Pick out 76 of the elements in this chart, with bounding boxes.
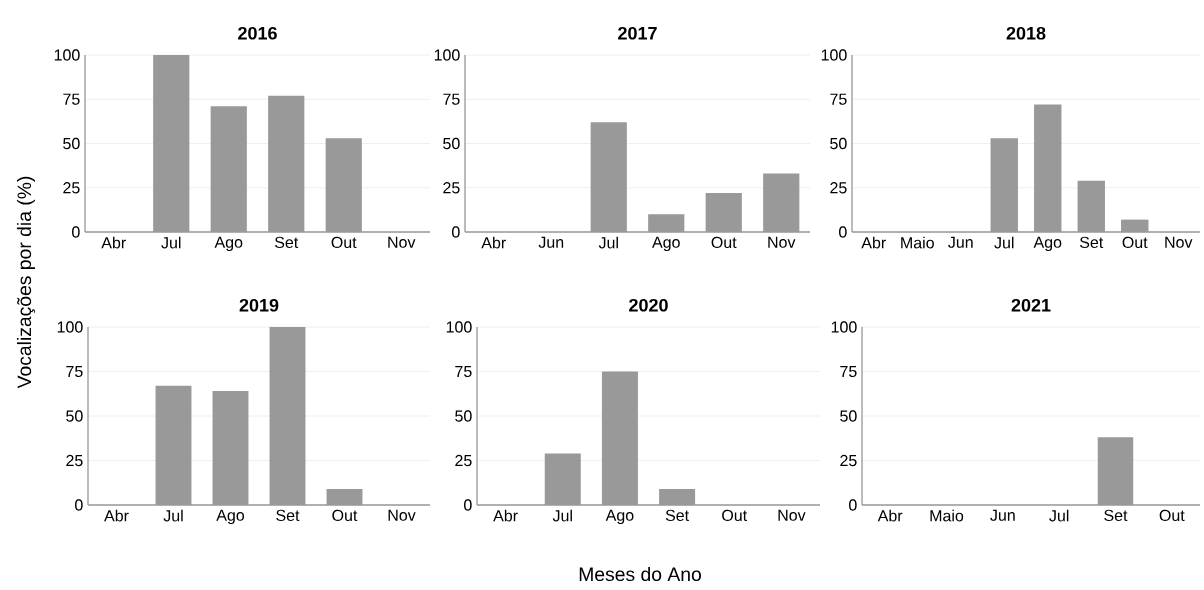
chart-title: 2019 (239, 298, 279, 312)
x-tick-label: Ago (214, 236, 243, 252)
x-axis-title: Meses do Ano (579, 566, 701, 582)
x-tick-label: Abr (101, 236, 126, 249)
y-tick-label: 75 (830, 93, 847, 105)
y-tick-label: 100 (446, 321, 472, 333)
y-tick-label: 50 (830, 137, 847, 150)
y-tick-label: 75 (840, 365, 857, 378)
x-tick-label: Abr (481, 236, 506, 249)
y-tick-label: 50 (455, 410, 472, 422)
x-tick-label: Out (1159, 509, 1185, 522)
y-tick-label: 100 (434, 49, 460, 61)
x-tick-label: Set (1104, 509, 1128, 522)
chart-title: 2017 (618, 26, 657, 40)
x-tick-label: Set (274, 236, 299, 249)
y-tick-label: 25 (443, 182, 460, 194)
chart-title: 2018 (1006, 26, 1046, 40)
y-tick-label: 75 (443, 93, 460, 105)
y-tick-label: 100 (57, 321, 83, 333)
y-tick-label: 25 (830, 182, 847, 194)
y-tick-label: 50 (840, 410, 857, 422)
y-tick-label: 0 (464, 499, 472, 511)
x-tick-label: Set (1079, 236, 1104, 249)
y-tick-label: 75 (455, 365, 472, 378)
x-tick-label: Ago (1033, 236, 1062, 252)
x-tick-label: Jul (161, 236, 181, 249)
x-tick-label: Nov (388, 509, 416, 521)
x-tick-label: Out (722, 509, 748, 522)
y-tick-label: 75 (66, 365, 83, 378)
x-tick-label: Jul (552, 509, 572, 522)
x-tick-label: Jun (538, 236, 564, 248)
x-tick-label: Abr (493, 509, 518, 522)
y-tick-label: 0 (452, 226, 460, 238)
x-tick-label: Out (1122, 236, 1148, 249)
chart-title: 2021 (1011, 298, 1051, 312)
x-tick-label: Maio (901, 236, 934, 249)
y-tick-label: 0 (849, 499, 857, 511)
x-tick-label: Nov (778, 509, 806, 521)
y-tick-label: 0 (75, 499, 83, 511)
y-tick-label: 0 (839, 226, 847, 238)
y-tick-label: 0 (72, 226, 80, 238)
x-tick-label: Ago (652, 236, 680, 252)
y-axis-title: Vocalizações por dia (%) (16, 176, 36, 389)
chart-title: 2016 (238, 26, 277, 40)
x-tick-label: Jun (948, 236, 973, 248)
x-tick-label: Out (332, 509, 358, 522)
x-tick-label: Out (711, 236, 737, 249)
x-tick-label: Maio (930, 509, 964, 522)
x-tick-label: Jul (163, 509, 183, 522)
chart-title: 2020 (629, 298, 668, 312)
x-tick-label: Jun (990, 509, 1015, 521)
x-tick-label: Set (665, 509, 689, 522)
x-tick-label: Out (331, 236, 357, 249)
x-tick-label: Nov (1165, 236, 1193, 248)
y-tick-label: 50 (66, 410, 83, 422)
x-tick-label: Jul (994, 236, 1014, 249)
x-tick-label: Abr (861, 236, 886, 249)
y-tick-label: 100 (831, 321, 857, 333)
y-tick-label: 25 (66, 454, 83, 467)
x-tick-label: Set (276, 509, 300, 522)
x-tick-label: Nov (768, 236, 796, 248)
x-tick-label: Jul (1049, 509, 1069, 522)
y-tick-label: 50 (63, 137, 80, 150)
x-tick-label: Nov (388, 236, 416, 248)
y-tick-label: 75 (63, 93, 80, 105)
y-tick-label: 100 (821, 49, 847, 61)
y-tick-label: 50 (443, 137, 460, 150)
x-tick-label: Jul (598, 236, 618, 249)
y-tick-label: 100 (54, 49, 80, 61)
y-tick-label: 25 (63, 182, 80, 194)
y-tick-label: 25 (840, 454, 857, 467)
y-tick-label: 25 (455, 454, 472, 467)
x-tick-label: Abr (877, 509, 903, 522)
x-tick-label: Ago (216, 509, 245, 525)
x-tick-label: Ago (605, 509, 634, 525)
x-tick-label: Abr (104, 509, 129, 522)
